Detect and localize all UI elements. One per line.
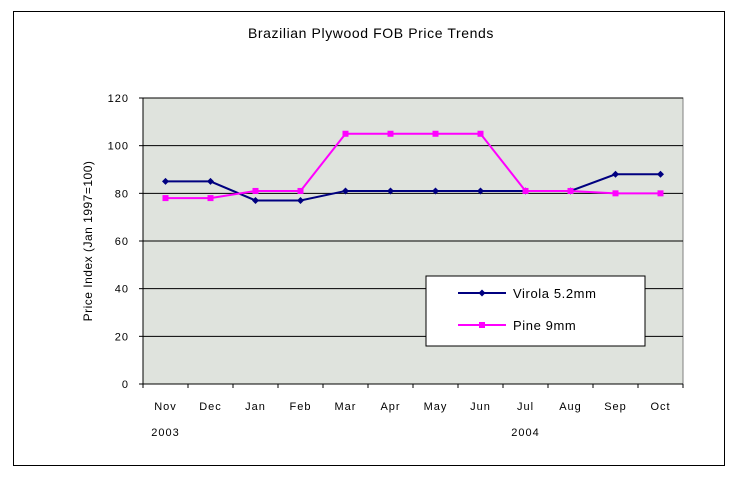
data-point: [432, 130, 439, 137]
data-point: [162, 177, 169, 185]
data-point: [342, 130, 349, 137]
chart-title: Brazilian Plywood FOB Price Trends: [248, 25, 494, 41]
y-tick-label: 40: [115, 284, 129, 296]
data-point: [477, 187, 484, 195]
x-tick-label: Feb: [290, 401, 312, 413]
x-tick-label: Mar: [335, 401, 357, 413]
y-tick-label: 20: [115, 331, 129, 343]
data-point: [297, 196, 304, 204]
x-tick-label: Dec: [199, 401, 222, 413]
x-tick-label: Jun: [470, 401, 491, 413]
data-point: [432, 187, 439, 195]
legend-box: [425, 275, 646, 347]
y-tick-label: 120: [108, 93, 129, 105]
x-tick-label: Sep: [604, 401, 627, 413]
data-point: [252, 196, 259, 204]
data-point: [387, 130, 394, 137]
data-point: [207, 177, 214, 185]
x-tick-label: Apr: [380, 401, 400, 413]
y-tick-label: 80: [115, 188, 129, 200]
data-point: [387, 187, 394, 195]
legend-label: Pine 9mm: [513, 318, 576, 333]
x-tick-label: Nov: [154, 401, 177, 413]
data-point: [522, 187, 529, 194]
y-tick-label: 100: [108, 141, 129, 153]
series-line-1: [165, 132, 661, 200]
legend-marker: [479, 322, 485, 328]
x-tick-label: Jul: [517, 401, 534, 413]
data-point: [297, 187, 304, 194]
data-point: [477, 130, 484, 137]
data-point: [657, 190, 664, 197]
y-tick-label: 60: [115, 236, 129, 248]
x-tick-label: Oct: [650, 401, 670, 413]
x-tick-label: May: [424, 401, 448, 413]
data-point: [612, 170, 619, 178]
data-point: [567, 187, 574, 194]
legend-marker: [478, 289, 486, 297]
data-point: [612, 190, 619, 197]
data-point: [342, 187, 349, 195]
y-axis-label: Price Index (Jan 1997=100): [81, 161, 95, 322]
data-point: [162, 195, 169, 202]
x-tick-label: Jan: [245, 401, 266, 413]
y-tick-label: 0: [122, 379, 129, 391]
data-point: [252, 187, 259, 194]
x-tick-label: Aug: [559, 401, 582, 413]
data-point: [657, 170, 664, 178]
data-point: [207, 195, 214, 202]
year-label: 2003: [151, 427, 179, 439]
legend-label: Virola 5.2mm: [513, 286, 597, 301]
year-label: 2004: [511, 427, 539, 439]
series-line-0: [165, 173, 661, 202]
